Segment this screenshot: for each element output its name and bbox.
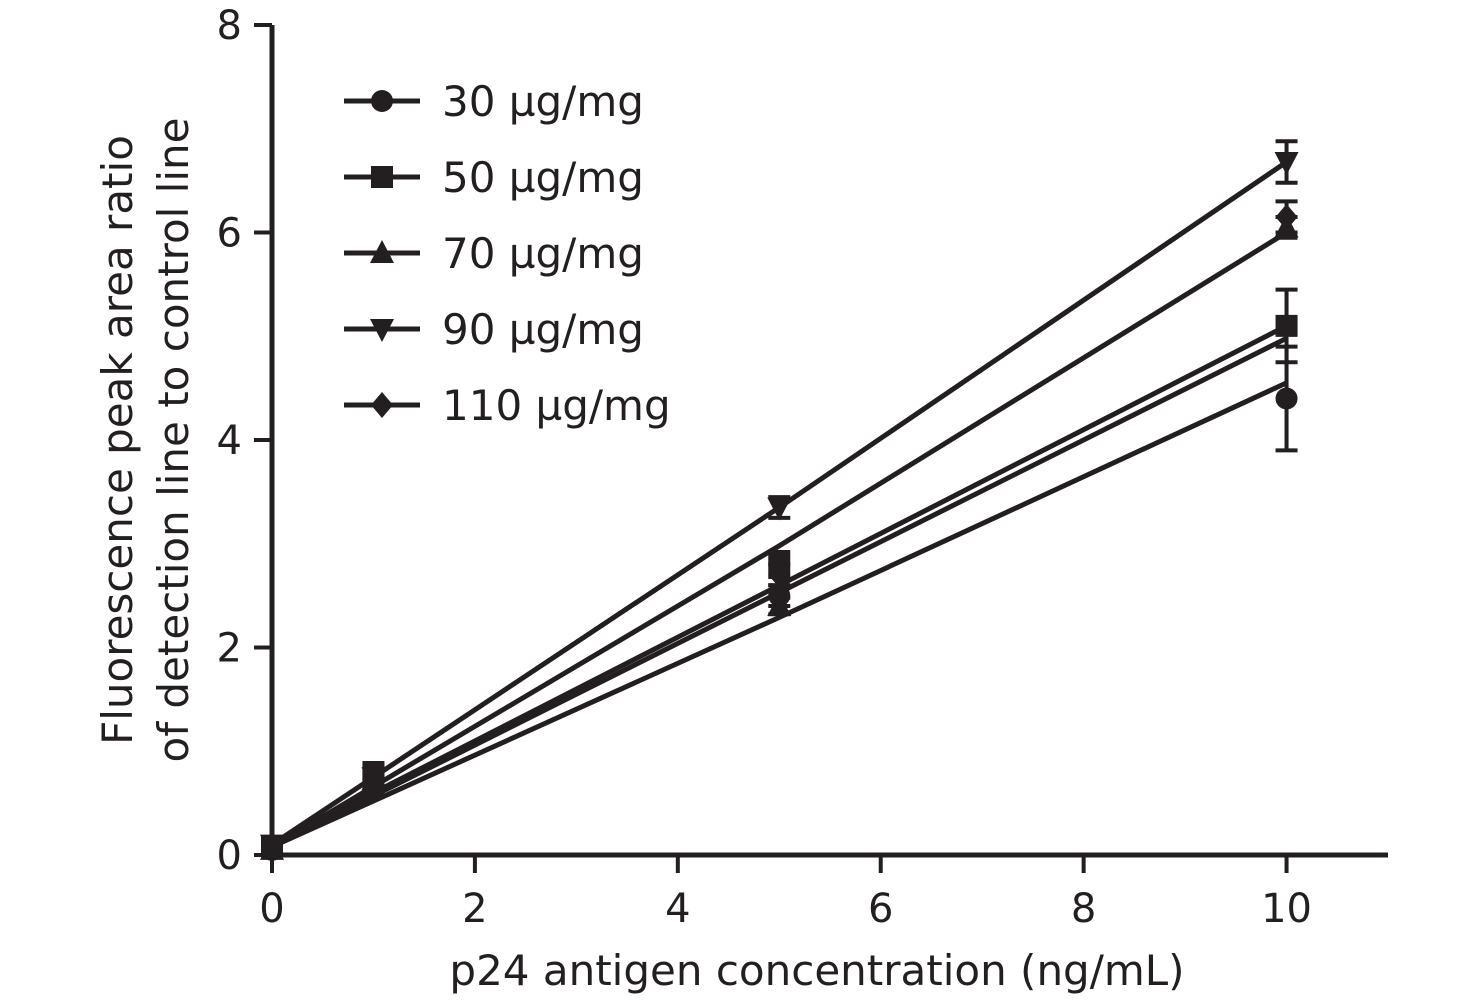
legend-label-0: 30 µg/mg — [442, 77, 644, 126]
y-tick-label-4: 4 — [217, 418, 242, 464]
y-axis-label-line-1: Fluorescence peak area ratio — [93, 135, 142, 745]
data-point-4-0 — [261, 835, 283, 862]
x-tick-label-8: 8 — [1071, 886, 1096, 932]
series-4 — [261, 199, 1298, 862]
y-axis-label-line-2: of detection line to control line — [149, 118, 198, 763]
data-point-4-3 — [1275, 203, 1298, 230]
legend-label-3: 90 µg/mg — [442, 305, 644, 354]
y-tick-label-2: 2 — [217, 626, 242, 672]
y-tick-label-8: 8 — [217, 3, 242, 49]
axes: 0 2 4 6 8 0 2 4 6 8 10 — [217, 3, 1388, 932]
series-2 — [260, 214, 1299, 860]
data-point-3-3 — [1274, 151, 1299, 175]
legend-marker-1 — [371, 166, 393, 188]
y-tick-label-0: 0 — [217, 833, 242, 879]
data-point-4-1 — [362, 771, 385, 798]
data-point-3-2 — [767, 497, 792, 521]
series-3 — [260, 139, 1299, 858]
legend-label-1: 50 µg/mg — [442, 153, 644, 202]
series-layer — [260, 139, 1299, 862]
data-point-0-3 — [1275, 387, 1298, 410]
legend-marker-2 — [370, 240, 394, 263]
data-point-4-2 — [768, 561, 791, 588]
legend-label-4: 110 µg/mg — [442, 381, 671, 430]
x-tick-label-6: 6 — [868, 886, 893, 932]
x-axis-label: p24 antigen concentration (ng/mL) — [449, 946, 1184, 995]
legend: 30 µg/mg 50 µg/mg 70 µg/mg 90 µg/mg 110 µg/m… — [344, 77, 671, 430]
series-line-4 — [270, 336, 1288, 849]
x-tick-label-0: 0 — [259, 886, 284, 932]
data-point-1-3 — [1275, 314, 1298, 337]
x-tick-label-2: 2 — [462, 886, 487, 932]
legend-marker-0 — [371, 90, 393, 112]
legend-label-2: 70 µg/mg — [442, 229, 644, 278]
x-tick-label-4: 4 — [665, 886, 690, 932]
legend-marker-3 — [370, 319, 394, 342]
x-tick-label-10: 10 — [1261, 886, 1312, 932]
series-line-2 — [270, 230, 1288, 849]
data-point-2-2 — [767, 593, 792, 616]
legend-marker-4 — [371, 392, 393, 418]
y-tick-label-6: 6 — [217, 211, 242, 257]
series-line-3 — [270, 159, 1288, 847]
